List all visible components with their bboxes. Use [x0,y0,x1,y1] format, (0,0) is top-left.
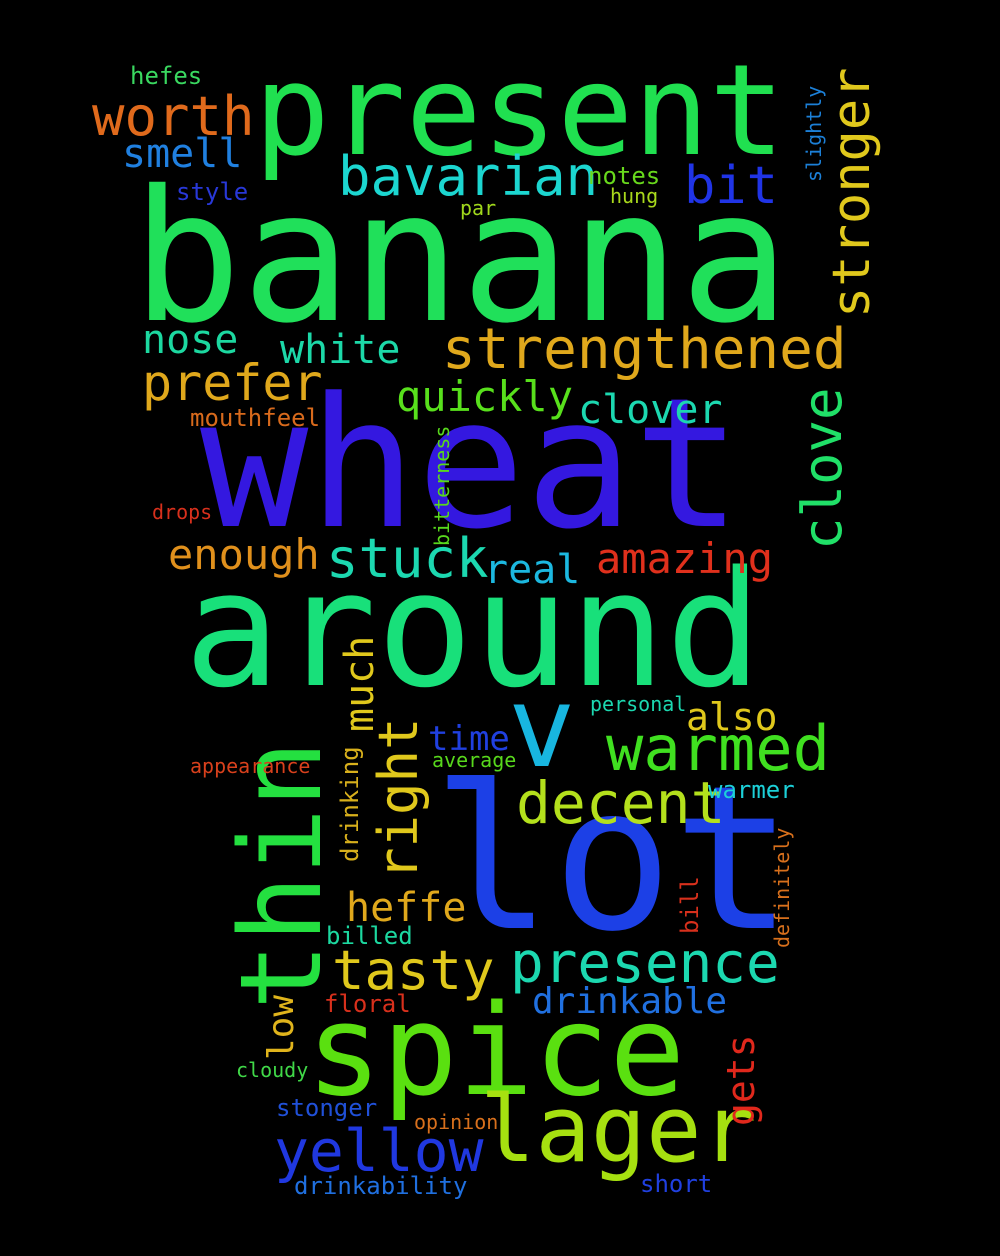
word-low: low [261,994,302,1060]
word-nose: nose [142,317,239,363]
word-time: time [428,719,510,759]
word-thin: thin [217,740,347,1010]
word-notes: notes [588,162,661,190]
word-par: par [460,196,497,220]
word-personal: personal [590,692,687,716]
word-drops: drops [152,500,213,524]
word-style: style [176,178,249,206]
word-floral: floral [324,990,411,1018]
word-smell: smell [122,131,243,177]
word-drinkability: drinkability [294,1172,468,1200]
word-much: much [337,635,383,732]
word-slightly: slightly [802,85,826,182]
word-hung: hung [610,184,659,208]
word-mouthfeel: mouthfeel [190,404,321,432]
word-bit: bit [684,156,778,216]
word-wheat: wheat [200,360,742,569]
word-present: present [254,37,786,184]
word-worth: worth [92,85,255,148]
word-heffe: heffe [346,885,467,931]
word-clover: clover [578,387,723,433]
word-amazing: amazing [596,534,774,583]
word-lager: lager [480,1076,757,1183]
word-definitely: definitely [770,827,794,948]
word-drinking: drinking [336,746,364,862]
word-prefer: prefer [142,354,323,412]
word-around: around [184,536,762,723]
word-warmer: warmer [708,776,795,804]
word-strengthened: strengthened [442,317,847,382]
word-presence: presence [510,931,780,996]
word-gets: gets [719,1034,763,1126]
word-warmed: warmed [606,712,830,785]
word-stonger: stonger [276,1094,378,1122]
word-clove: clove [791,387,854,550]
word-stronger: stronger [822,67,882,318]
word-average: average [432,748,517,772]
word-v: v [508,663,576,793]
word-spice: spice [306,977,686,1124]
word-short: short [640,1170,713,1198]
word-also: also [686,695,778,739]
word-tasty: tasty [332,939,495,1002]
word-appearance: appearance [190,754,311,778]
word-yellow: yellow [274,1117,484,1185]
word-lot: lot [432,743,794,976]
word-billed: billed [326,922,413,950]
word-decent: decent [516,769,726,837]
word-banana: banana [132,151,790,363]
word-enough: enough [168,530,320,579]
word-right: right [367,717,430,880]
word-opinion: opinion [414,1110,499,1134]
word-real: real [484,547,581,593]
word-quickly: quickly [396,372,574,421]
word-bavarian: bavarian [338,145,599,208]
word-bitterness: bitterness [430,425,454,546]
word-drinkable: drinkable [532,981,728,1022]
word-white: white [280,327,401,373]
word-bill: bill [676,876,704,934]
word-cloudy: cloudy [236,1058,309,1082]
word-stuck: stuck [326,527,489,590]
word-hefes: hefes [130,62,203,90]
